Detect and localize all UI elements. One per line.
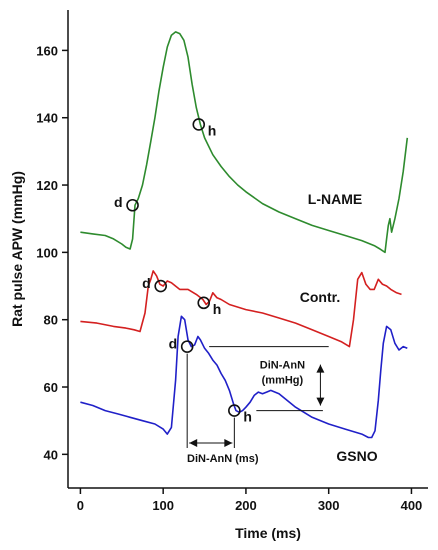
series-line-contr bbox=[80, 270, 402, 348]
x-tick-label: 200 bbox=[235, 498, 257, 513]
amplitude-arrow-head-up bbox=[316, 364, 325, 373]
y-tick-label: 40 bbox=[44, 447, 58, 462]
x-tick-label: 100 bbox=[152, 498, 174, 513]
marker-h-circle bbox=[228, 404, 241, 417]
point-markers: d h d h d h bbox=[114, 118, 252, 425]
y-tick-label: 80 bbox=[44, 313, 58, 328]
y-tick-label: 100 bbox=[36, 245, 58, 260]
marker-d-circle bbox=[126, 198, 139, 212]
x-tick-label: 300 bbox=[318, 498, 340, 513]
y-tick-label: 160 bbox=[36, 43, 58, 58]
x-ticks: 0 100 200 300 400 bbox=[77, 488, 423, 513]
series-labels: L-NAME Contr. GSNO bbox=[300, 191, 378, 464]
amplitude-annotation-label-line1: DiN-AnN bbox=[260, 360, 305, 372]
marker-d-label: d bbox=[114, 194, 123, 210]
y-tick-label: 120 bbox=[36, 178, 58, 193]
marker-d-circle bbox=[180, 340, 194, 353]
series-label-gsno: GSNO bbox=[336, 448, 377, 464]
time-arrow-head-left bbox=[189, 439, 198, 447]
x-axis-title: Time (ms) bbox=[235, 525, 301, 541]
series-line-gsno bbox=[80, 315, 408, 439]
marker-h-circle bbox=[197, 296, 211, 310]
marker-d-label: d bbox=[169, 336, 178, 352]
series-line-l-name bbox=[80, 31, 409, 254]
x-tick-label: 400 bbox=[401, 498, 423, 513]
annotation-lines bbox=[186, 346, 329, 448]
marker-h-label: h bbox=[243, 409, 252, 425]
marker-h-circle bbox=[192, 118, 206, 131]
plot-frame bbox=[67, 10, 428, 489]
marker-h-label: h bbox=[208, 122, 217, 138]
y-ticks: 40 60 80 100 120 140 160 bbox=[36, 43, 68, 462]
marker-h-label: h bbox=[213, 301, 222, 317]
amplitude-annotation-label-line2: (mmHg) bbox=[262, 375, 304, 387]
marker-d-label: d bbox=[142, 275, 151, 291]
y-tick-label: 60 bbox=[44, 380, 58, 395]
time-arrow-head-right bbox=[224, 439, 233, 447]
series-label-contr: Contr. bbox=[300, 289, 340, 305]
series-label-l-name: L-NAME bbox=[308, 191, 362, 207]
x-tick-label: 0 bbox=[77, 498, 84, 513]
series-lines bbox=[80, 31, 409, 439]
marker-d-circle bbox=[154, 279, 167, 293]
time-annotation-label: DiN-AnN (ms) bbox=[187, 453, 259, 465]
y-axis-title: Rat pulse APW (mmHg) bbox=[9, 171, 25, 327]
amplitude-arrow-head-down bbox=[316, 397, 325, 406]
y-tick-label: 140 bbox=[36, 111, 58, 126]
